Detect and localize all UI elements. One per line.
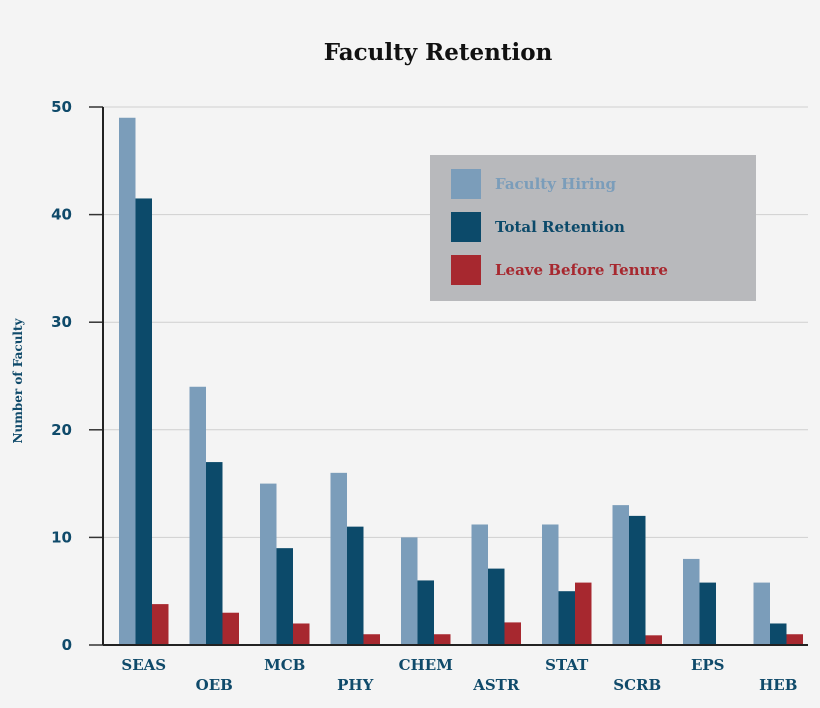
x-tick-label: PHY [337,676,373,694]
x-tick-label: SEAS [121,656,166,674]
x-tick-label: STAT [545,656,589,674]
bars [119,117,803,645]
legend-swatch [451,169,481,199]
bar-total-retention [417,580,434,645]
x-tick-label: HEB [759,676,797,694]
bar-faculty-hiring [330,472,347,645]
legend-swatch [451,255,481,285]
bar-total-retention [347,526,364,645]
axes [102,107,808,646]
bar-leave-before-tenure [645,635,662,645]
bar-leave-before-tenure [363,634,380,645]
bar-faculty-hiring [612,505,629,645]
y-tick-labels: 0 10 20 30 40 50 [51,98,72,654]
x-tick-label: CHEM [399,656,453,674]
bar-total-retention [135,198,152,645]
bar-total-retention [629,515,646,645]
y-tick-label: 0 [62,636,72,654]
x-tick-label: OEB [196,676,233,694]
chart-title: Faculty Retention [324,39,553,66]
bar-total-retention [558,591,575,645]
bar-total-retention [770,623,787,645]
bar-faculty-hiring [189,386,206,645]
bar-leave-before-tenure [293,623,310,645]
legend-label: Leave Before Tenure [495,261,668,279]
bar-leave-before-tenure [504,622,521,645]
bar-leave-before-tenure [575,582,592,645]
bar-total-retention [699,582,716,645]
bar-faculty-hiring [471,524,488,645]
bar-faculty-hiring [119,117,136,645]
x-tick-label: ASTR [472,676,520,694]
y-tick-label: 20 [51,421,72,439]
y-tick-label: 50 [51,98,72,116]
x-tick-labels: SEAS OEB MCB PHY CHEM ASTR STAT SCRB EPS HEB [121,656,797,694]
bar-faculty-hiring [401,537,418,645]
x-tick-label: EPS [691,656,725,674]
bar-total-retention [276,548,293,645]
bar-leave-before-tenure [434,634,451,645]
bar-leave-before-tenure [222,612,239,645]
legend: Faculty Hiring Total Retention Leave Befor… [430,155,756,301]
bar-leave-before-tenure [786,634,803,645]
y-tick-label: 30 [51,313,72,331]
bar-faculty-hiring [683,558,700,645]
y-tick-label: 40 [51,206,72,224]
bar-leave-before-tenure [152,604,169,645]
bar-total-retention [206,462,223,645]
legend-box [430,155,756,301]
y-axis-label: Number of Faculty [11,317,25,443]
legend-swatch [451,212,481,242]
x-tick-label: MCB [264,656,305,674]
bar-faculty-hiring [753,582,770,645]
legend-label: Total Retention [495,218,625,236]
bar-faculty-hiring [260,483,277,645]
bar-total-retention [488,568,505,645]
y-tick-label: 10 [51,528,72,546]
bar-faculty-hiring [542,524,559,645]
x-tick-label: SCRB [613,676,661,694]
legend-label: Faculty Hiring [495,175,617,193]
